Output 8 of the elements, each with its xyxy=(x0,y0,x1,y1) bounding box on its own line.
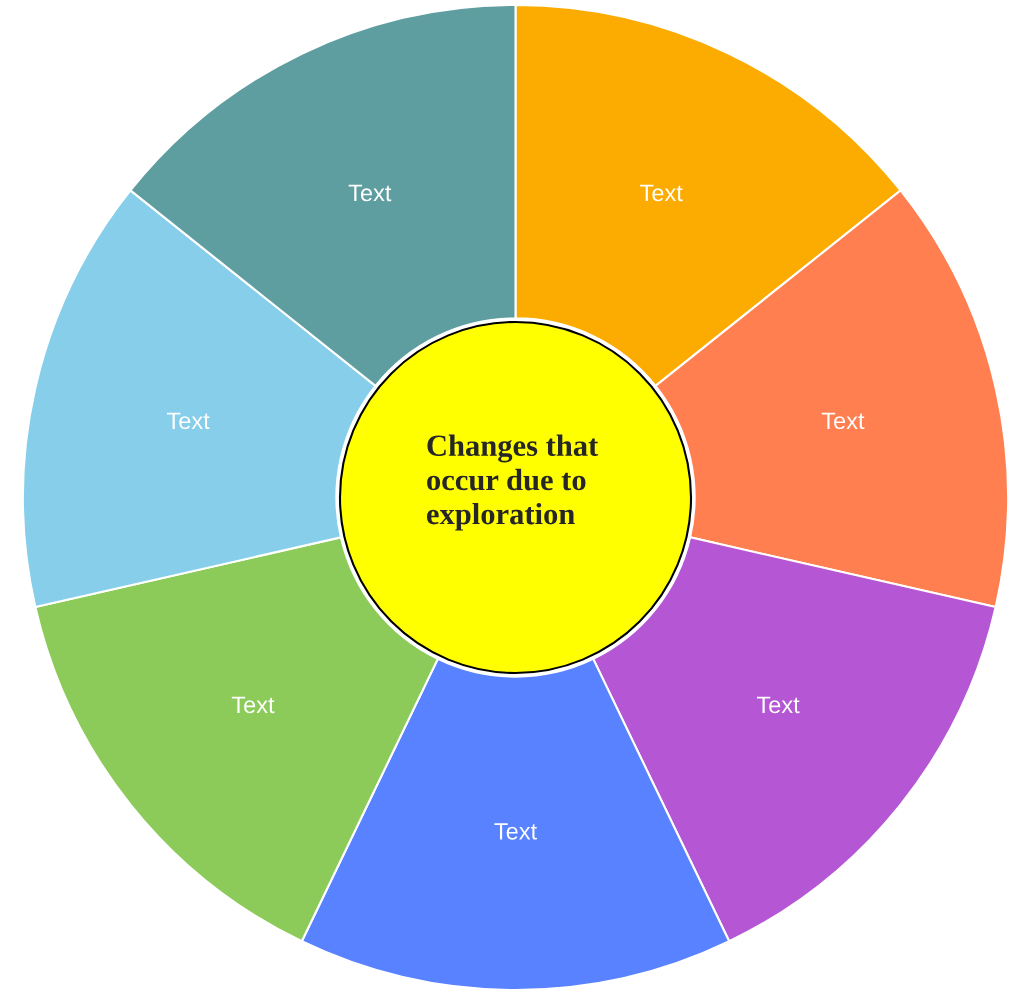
slice-label: Text xyxy=(166,412,210,430)
slice-label: Text xyxy=(231,696,275,714)
slice-label: Text xyxy=(756,696,800,714)
text: Changes that occur due to exploration xyxy=(427,434,599,531)
slice-label: Text xyxy=(821,412,865,430)
slice-label: Text xyxy=(640,184,683,202)
slice-label: Text xyxy=(348,184,392,202)
slice-label: Text xyxy=(494,823,537,840)
